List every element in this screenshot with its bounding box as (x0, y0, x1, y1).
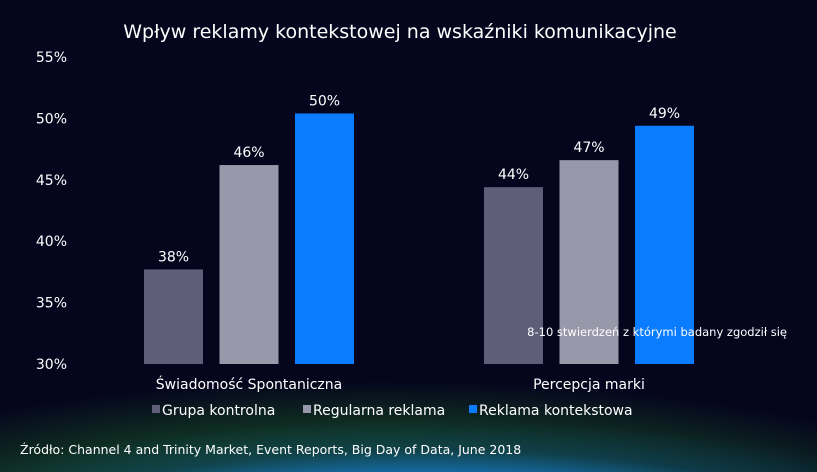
y-tick-label: 30% (36, 357, 67, 373)
data-label: 44% (498, 167, 529, 183)
y-tick-label: 40% (36, 234, 67, 250)
y-tick-label: 45% (36, 173, 67, 189)
bar (219, 165, 279, 364)
legend-label: Reklama kontekstowa (479, 403, 633, 419)
data-label: 49% (649, 106, 680, 122)
source-note: Źródło: Channel 4 and Trinity Market, Ev… (20, 442, 521, 457)
bar (559, 160, 619, 364)
legend-swatch (152, 405, 160, 413)
data-label: 47% (573, 140, 604, 156)
legend-swatch (469, 405, 477, 413)
legend-swatch (303, 405, 311, 413)
data-label: 50% (309, 93, 340, 109)
bar (635, 125, 694, 364)
data-label: 38% (158, 249, 189, 265)
x-category-label: Percepcja marki (533, 377, 645, 393)
bar (295, 113, 354, 364)
bar (484, 187, 543, 364)
y-tick-label: 35% (36, 296, 67, 312)
data-label: 46% (233, 145, 264, 161)
annotation: 8-10 stwierdzeń z którymi badany zgodził… (527, 325, 787, 339)
legend-label: Grupa kontrolna (162, 403, 275, 419)
chart-title: Wpływ reklamy kontekstowej na wskaźniki … (123, 21, 676, 43)
y-tick-label: 55% (36, 50, 67, 66)
y-tick-label: 50% (36, 111, 67, 127)
bar (144, 269, 203, 364)
legend-label: Regularna reklama (313, 403, 445, 419)
x-category-label: Świadomość Spontaniczna (156, 375, 342, 393)
